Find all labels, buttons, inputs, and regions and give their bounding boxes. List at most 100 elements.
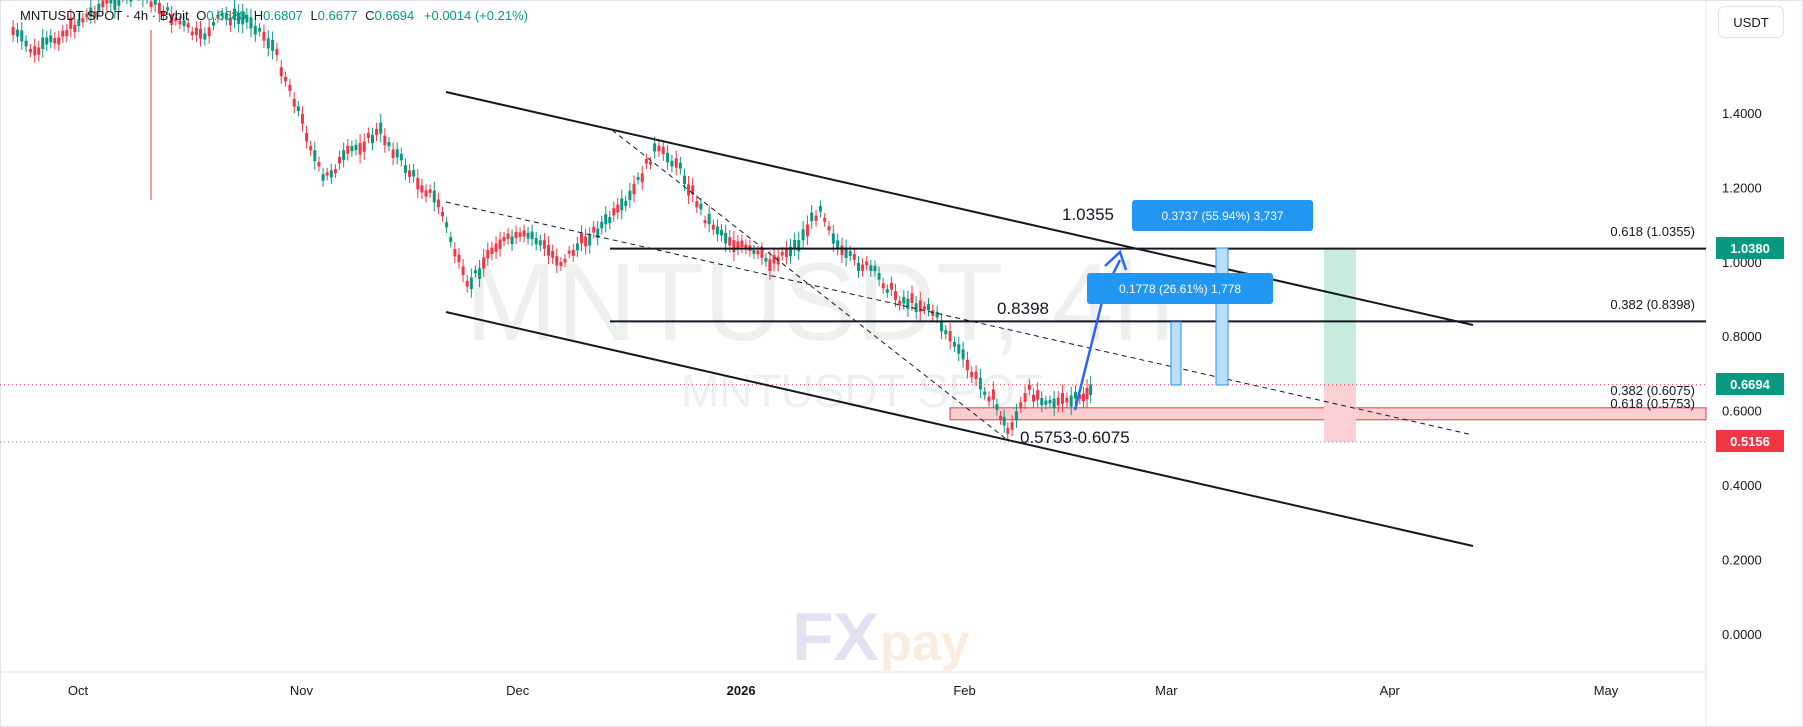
x-axis[interactable]: Oct Nov Dec 2026 Feb Mar Apr May [68,683,1619,698]
candle-body [375,128,379,136]
candle-body [952,341,956,347]
candle-body [987,396,991,402]
measure-box-2[interactable]: 0.1778 (26.61%) 1,778 [1087,273,1273,304]
candle-body [687,184,691,196]
candle-body [1081,393,1085,402]
candle-body [873,266,877,272]
stop-zone[interactable] [1324,384,1356,442]
candle-body [333,169,337,174]
candle-body [325,172,329,176]
candle-body [678,162,682,169]
channel-mid-line[interactable] [445,201,1474,436]
candle-body [636,176,640,180]
price-lines [0,384,1706,443]
candle-body [865,261,869,266]
label-level-2: 0.8398 [997,299,1049,318]
candle-body [801,229,805,241]
candle-body [432,190,436,203]
candle-body [57,37,61,45]
candle-body [814,215,818,221]
candle-body [224,13,228,20]
candle-body [153,0,157,5]
candle-body [567,250,571,254]
candle-body [752,249,756,254]
candle-body [249,17,253,29]
candle-body [342,150,346,160]
candle-body [1065,397,1069,403]
candle-body [703,220,707,224]
candle-body [424,190,428,197]
candle-body [772,254,776,264]
target-zone[interactable] [1324,247,1356,385]
candle-body [1006,428,1010,434]
candle-body [1036,390,1040,400]
measure-arrow-1 [1170,321,1182,386]
candle-body [457,254,461,263]
channel-lower-line[interactable] [445,311,1474,547]
candle-body [33,46,37,56]
candle-body [412,169,416,177]
candle-body [129,0,133,2]
candle-body [237,12,241,24]
currency-button[interactable]: USDT [1718,6,1784,38]
candle-body [245,14,249,23]
x-tick-label: May [1594,683,1619,698]
candle-body [744,244,748,250]
candle-body [948,331,952,342]
candle-body [715,226,719,235]
candle-body [105,0,109,4]
candle-body [592,226,596,233]
candle-body [170,14,174,25]
candle-body [840,245,844,256]
candle-body [608,217,612,224]
candle-body [346,145,350,154]
candle-body [1056,397,1060,406]
watermark-big: MNTUSDT, 4h [466,241,1175,364]
candle-body [510,236,514,245]
close-label: C [365,8,375,23]
candle-body [918,300,922,312]
measure-box-1[interactable]: 0.3737 (55.94%) 3,737 [1132,200,1313,231]
candle-body [1040,398,1044,406]
candle-body [644,159,648,164]
candle-body [1074,391,1078,399]
candle-body [453,249,457,257]
candle-body [999,415,1003,420]
candle-body [53,37,57,44]
close-value: 0.6694 [374,8,415,23]
candle-body [20,30,24,42]
candle-body [149,1,153,7]
candle-body [624,200,628,207]
candle-body [894,291,898,300]
candle-body [551,250,555,258]
candle-body [28,48,32,53]
candle-body [190,31,194,36]
candle-body [350,146,354,152]
channel-upper-line[interactable] [445,91,1474,326]
fxpay-logo-fx: FX [792,599,879,675]
candle-body [212,21,216,26]
candle-body [89,7,93,17]
candle-body [760,249,764,258]
candle-body [329,170,333,178]
candle-body [45,37,49,45]
candle-body [186,23,190,28]
candle-body [628,190,632,201]
candle-body [922,306,926,310]
candle-body [588,235,592,246]
high-value: 0.6807 [263,8,303,23]
candle-body [695,201,699,208]
candle-body [362,141,366,152]
symbol-label[interactable]: MNTUSDT SPOT · 4h · Bybit [20,8,189,23]
candle-body [85,13,89,18]
fib-diagonal[interactable] [611,129,1006,439]
candle-body [61,30,65,37]
candle-body [296,106,300,112]
candle-body [831,233,835,244]
candle-body [571,249,575,256]
candle-body [1019,402,1023,408]
candle-body [780,251,784,256]
candle-body [910,293,914,303]
candle-body [852,254,856,260]
